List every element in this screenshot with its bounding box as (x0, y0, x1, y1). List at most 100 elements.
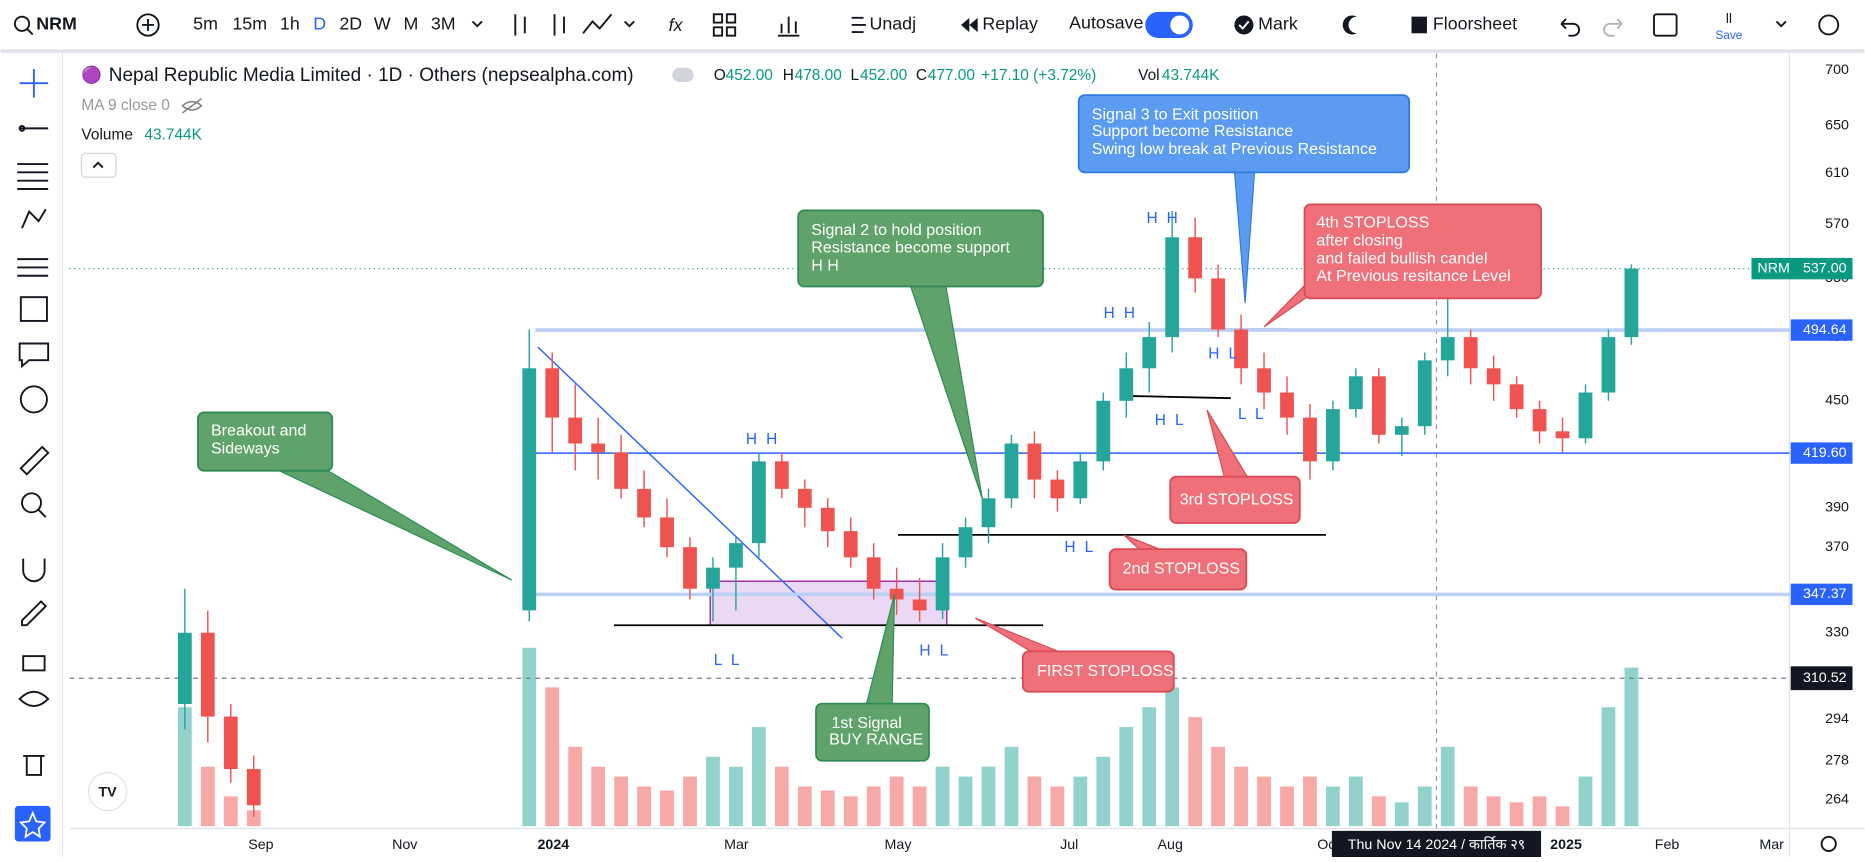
interval[interactable]: 1h (280, 14, 300, 34)
volume-bar (774, 766, 789, 827)
candle-body (1234, 329, 1248, 369)
volume-bar (889, 776, 904, 827)
candle-body (1027, 443, 1042, 480)
candle-body (706, 567, 720, 589)
candle-body (912, 599, 927, 611)
candle-body (1165, 237, 1180, 338)
callout[interactable] (1077, 94, 1411, 174)
callout-text: Support become Resistance (1092, 122, 1293, 140)
mark-button[interactable]: Mark (1258, 14, 1298, 34)
price-label-bg (1790, 319, 1853, 341)
swing-label: H H (746, 431, 780, 448)
volume-bar (1119, 727, 1134, 827)
candle-body (1463, 337, 1478, 369)
x-tick-label: Mar (1759, 837, 1784, 853)
y-tick-label: 278 (1825, 753, 1849, 769)
volume-bar (1601, 707, 1616, 827)
legend: 🟣 Nepal Republic Media Limited · 1D · Ot… (80, 64, 1220, 178)
candle-body (1578, 392, 1593, 439)
callout[interactable] (197, 411, 334, 472)
interval[interactable]: W (374, 14, 391, 34)
callout[interactable] (797, 209, 1044, 288)
swing-label: H L (1064, 539, 1095, 556)
volume-bar (981, 766, 996, 827)
volume-bar (223, 796, 238, 827)
floorsheet-button[interactable]: Floorsheet (1433, 14, 1517, 34)
volume-bar (1509, 802, 1524, 827)
interval[interactable]: 2D (339, 14, 362, 34)
callout[interactable] (1303, 203, 1542, 300)
candle-body (935, 557, 950, 611)
candle-body (545, 368, 560, 418)
callout-text: Signal 2 to hold position (811, 221, 981, 239)
ohlc-value: 478.00 (795, 67, 842, 84)
callout-text: after closing (1316, 232, 1402, 250)
candle-body (683, 547, 697, 589)
x-tick-label: Aug (1158, 837, 1183, 853)
volume-indicator[interactable]: Volume (81, 127, 132, 144)
candle-body (591, 443, 606, 453)
symbol[interactable]: NRM (36, 14, 77, 34)
y-tick-label: 264 (1825, 791, 1849, 807)
volume-bar (545, 687, 560, 827)
replay-button[interactable]: Replay (982, 14, 1038, 34)
volume-bar (1096, 756, 1111, 827)
candle-body (1004, 443, 1019, 499)
candle-body (1303, 417, 1317, 462)
volume-bar (614, 776, 629, 827)
crosshair-date: Thu Nov 14 2024 / कार्तिक २९ (1348, 836, 1525, 853)
candle-body (223, 716, 238, 770)
series-title: Nepal Republic Media Limited · 1D · Othe… (109, 65, 634, 86)
unadj-button[interactable]: Unadj (870, 14, 917, 34)
callout[interactable] (1021, 650, 1175, 693)
save-button[interactable]: Save (1715, 28, 1742, 42)
swing-label: H L (1208, 345, 1239, 362)
swing-label: H H (1146, 210, 1180, 227)
chart-pane[interactable] (69, 53, 1790, 829)
volume-bar (843, 796, 858, 827)
candle-body (981, 498, 996, 528)
volume-bar (866, 786, 881, 827)
callout[interactable] (815, 702, 930, 762)
intervals: 5m 15m 1h D 2D W M 3M (193, 14, 455, 34)
volume-bar (912, 786, 927, 827)
callout[interactable] (1108, 548, 1248, 591)
x-tick-label: 2025 (1550, 837, 1582, 853)
x-tick-label: Nov (392, 837, 418, 853)
y-tick-label: 700 (1825, 62, 1849, 78)
volume-bar (1004, 746, 1019, 827)
volume-bar (660, 790, 674, 827)
candle-body (1096, 400, 1111, 462)
candle-body (866, 557, 881, 589)
price-label: 494.64 (1803, 322, 1847, 338)
interval[interactable]: 5m (193, 14, 218, 34)
collapse-button[interactable] (80, 152, 117, 178)
candle-body (1394, 426, 1409, 435)
interval[interactable]: 15m (232, 14, 267, 34)
top-toolbar (0, 0, 1865, 50)
volume-bar (246, 810, 261, 827)
volume-bar (177, 707, 192, 827)
crosshair-label-bg (1790, 666, 1853, 691)
ohlc-value: 452.00 (860, 67, 907, 84)
candle-body (1280, 392, 1294, 418)
swing-label: L L (1238, 406, 1266, 423)
volume-bar (1234, 766, 1248, 827)
callout[interactable] (1169, 475, 1301, 524)
ohlc-key: H (783, 67, 794, 84)
swing-label: H L (1155, 412, 1186, 429)
volume-bar (935, 766, 950, 827)
ma-indicator[interactable]: MA 9 close 0 (81, 97, 169, 114)
callout-text: At Previous resitance Level (1316, 267, 1510, 285)
save-icon[interactable]: ll (1726, 11, 1732, 27)
interval[interactable]: D (313, 14, 326, 34)
interval[interactable]: 3M (431, 14, 456, 34)
interval[interactable]: M (404, 14, 419, 34)
volume-bar (1142, 707, 1157, 827)
volume-bar (706, 756, 720, 827)
swing-label: L L (714, 652, 742, 669)
last-price-label: 537.00 (1803, 260, 1847, 276)
candle-body (1486, 368, 1501, 385)
